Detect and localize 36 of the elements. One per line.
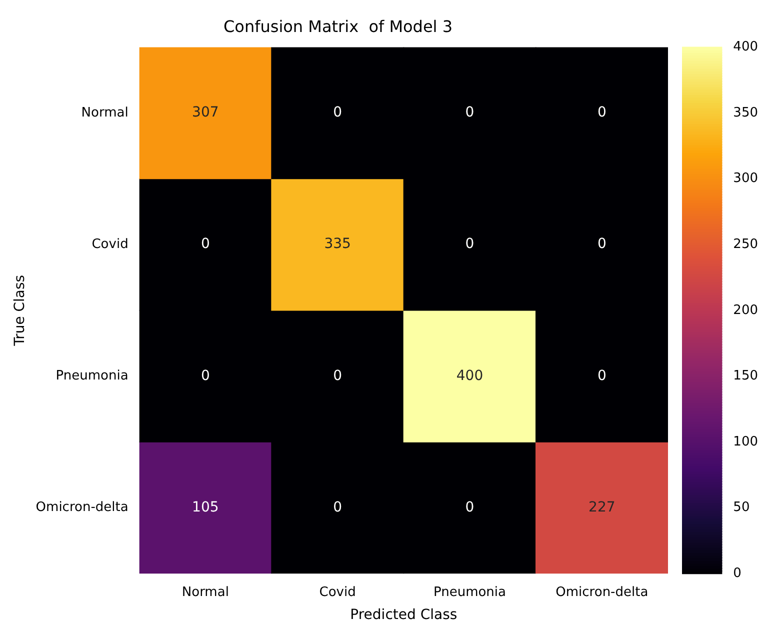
data-label: 227 (588, 499, 616, 516)
color-bar-label: 250 (733, 236, 758, 252)
data-label: 0 (200, 236, 210, 252)
data-label: 0 (597, 236, 606, 252)
data-label: 0 (465, 104, 474, 121)
color-bar-label: 300 (733, 171, 758, 186)
color-bar-label: 100 (733, 434, 758, 450)
data-label: 0 (333, 499, 342, 516)
y-tick-label: Pneumonia (56, 368, 128, 384)
data-label: 0 (333, 368, 342, 384)
color-bar-label: 350 (733, 105, 758, 120)
color-bar-label: 50 (733, 500, 750, 516)
data-label: 307 (192, 104, 219, 121)
data-label: 335 (324, 236, 351, 252)
y-axis-title: True Class (12, 274, 28, 347)
x-axis-title: Predicted Class (350, 607, 458, 624)
color-bar-label: 200 (733, 302, 758, 318)
x-tick-label: Pneumonia (433, 584, 506, 600)
data-label: 0 (597, 104, 606, 121)
data-label: 0 (465, 236, 474, 252)
y-tick-label: Normal (81, 105, 128, 120)
color-bar-label: 150 (733, 368, 758, 384)
data-label: 0 (465, 499, 474, 516)
data-label: 400 (456, 368, 484, 384)
data-label: 105 (192, 499, 219, 516)
chart-title: Confusion Matrix of Model 3 (223, 16, 453, 36)
y-tick-label: Omicron-delta (36, 500, 128, 516)
color-bar-label: 0 (733, 566, 742, 581)
data-label: 0 (333, 104, 342, 121)
y-tick-label: Covid (92, 236, 128, 252)
x-tick-label: Covid (319, 584, 356, 600)
data-label: 0 (200, 368, 210, 384)
x-tick-label: Normal (182, 584, 229, 600)
color-bar-label: 400 (733, 40, 758, 55)
data-label: 0 (597, 368, 606, 384)
x-tick-label: Omicron-delta (556, 584, 648, 600)
